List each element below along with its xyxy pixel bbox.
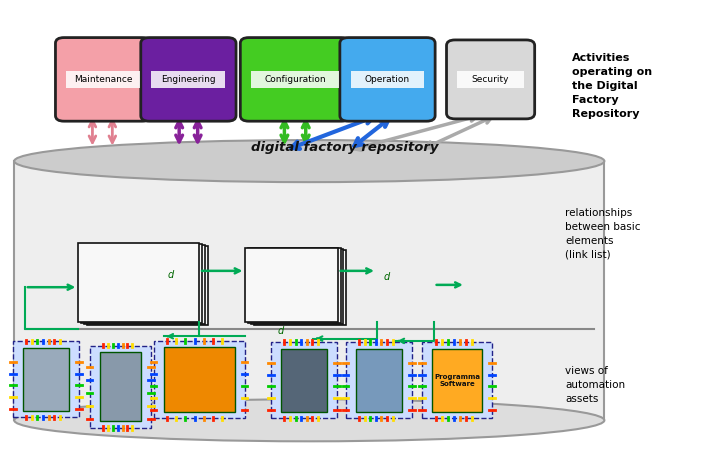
FancyBboxPatch shape — [340, 38, 435, 121]
FancyBboxPatch shape — [90, 346, 151, 428]
FancyBboxPatch shape — [245, 248, 338, 322]
FancyBboxPatch shape — [447, 40, 535, 119]
FancyBboxPatch shape — [248, 248, 341, 323]
Text: Security: Security — [472, 75, 509, 84]
Bar — [457, 71, 524, 88]
Text: Engineering: Engineering — [161, 75, 215, 84]
Bar — [432, 349, 482, 412]
Text: Operation: Operation — [365, 75, 410, 84]
Ellipse shape — [14, 140, 604, 182]
FancyBboxPatch shape — [154, 341, 245, 418]
Text: Maintenance: Maintenance — [74, 75, 132, 84]
Text: d: d — [384, 272, 390, 282]
FancyBboxPatch shape — [141, 38, 236, 121]
FancyBboxPatch shape — [84, 245, 205, 324]
Text: digital factory repository: digital factory repository — [251, 141, 439, 154]
FancyBboxPatch shape — [78, 243, 199, 322]
FancyBboxPatch shape — [422, 342, 492, 418]
Text: views of
automation
assets: views of automation assets — [565, 366, 626, 404]
FancyBboxPatch shape — [271, 342, 337, 418]
Bar — [66, 71, 140, 88]
Bar — [351, 71, 424, 88]
Polygon shape — [14, 161, 604, 420]
FancyBboxPatch shape — [81, 244, 202, 323]
Text: d: d — [277, 326, 284, 336]
Ellipse shape — [14, 399, 604, 441]
FancyBboxPatch shape — [87, 246, 208, 325]
FancyBboxPatch shape — [240, 38, 350, 121]
Text: Configuration: Configuration — [264, 75, 326, 84]
Text: Programma
Software: Programma Software — [434, 374, 480, 387]
Bar — [23, 348, 69, 411]
Bar — [281, 349, 327, 412]
Bar — [164, 347, 235, 412]
FancyBboxPatch shape — [55, 38, 151, 121]
Text: Activities
operating on
the Digital
Factory
Repository: Activities operating on the Digital Fact… — [572, 53, 653, 120]
Text: d: d — [167, 270, 173, 280]
Bar — [356, 349, 402, 412]
Bar — [151, 71, 225, 88]
FancyBboxPatch shape — [346, 342, 412, 418]
Text: relationships
between basic
elements
(link list): relationships between basic elements (li… — [565, 207, 641, 260]
Bar — [100, 352, 141, 421]
FancyBboxPatch shape — [254, 250, 346, 325]
FancyBboxPatch shape — [13, 341, 79, 417]
FancyBboxPatch shape — [251, 249, 343, 324]
Bar — [251, 71, 339, 88]
